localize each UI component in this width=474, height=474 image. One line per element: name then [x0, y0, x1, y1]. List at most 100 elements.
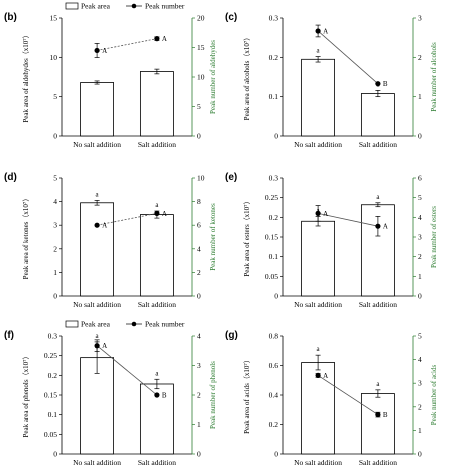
- point-sig-label: A: [162, 210, 167, 218]
- bar-sig-label: a: [155, 201, 159, 209]
- data-point: [375, 81, 381, 87]
- y2-tick-label: 4: [197, 244, 201, 253]
- y-tick-label: 0.4: [269, 391, 279, 400]
- legend-line-label: Peak number: [145, 320, 185, 329]
- data-point: [315, 28, 321, 34]
- bar: [360, 393, 395, 455]
- panel-f: (f) 0 0.05 0.1 0.15 0.2 0.25 0.3 0 1 2 3 4 No salt ad…: [4, 320, 217, 468]
- y-tick-label: 0.3: [269, 174, 279, 183]
- panel-d: (d) 0 1 2 3 4 5 0 2 4 6 8 10 No salt addition Salt add…: [4, 172, 217, 309]
- y-tick-label: 0.15: [265, 233, 278, 242]
- y-tick-label: 0.2: [269, 213, 279, 222]
- y2-tick-label: 20: [197, 14, 205, 23]
- y-tick-label: 0.25: [44, 351, 57, 360]
- panel-label: (g): [225, 330, 238, 341]
- x-tick-label: No salt addition: [294, 458, 342, 467]
- bar-sig-label: a: [376, 380, 380, 388]
- panel-b: (b) 0 5 10 15 0 5 10 15 20 No salt addition Salt ad…: [4, 2, 217, 150]
- y-tick-label: 0.1: [48, 410, 58, 419]
- y2-tick-label: 1: [418, 426, 422, 435]
- point-sig-label: B: [383, 411, 388, 419]
- point-sig-label: A: [323, 27, 328, 35]
- y-axis-label: Peak area of aldehydes（x10⁷）: [22, 31, 30, 122]
- data-point: [315, 372, 321, 379]
- y2-tick-label: 3: [418, 379, 422, 388]
- panel-label: (f): [4, 330, 14, 341]
- point-sig-label: A: [323, 210, 328, 218]
- y2-tick-label: 0: [418, 450, 422, 459]
- y-tick-label: 5: [53, 174, 57, 183]
- y2-tick-label: 10: [197, 174, 205, 183]
- series-line: [317, 30, 379, 84]
- series-line: [97, 213, 157, 226]
- legend-bar-label: Peak area: [81, 320, 111, 329]
- bar-sig-label: a: [376, 193, 380, 201]
- bar: [360, 93, 395, 137]
- y2-tick-label: 0: [418, 292, 422, 301]
- y-tick-label: 1: [53, 268, 57, 277]
- y-tick-label: 0.15: [44, 391, 57, 400]
- point-sig-label: A: [102, 222, 107, 230]
- y-tick-label: 15: [50, 14, 58, 23]
- y2-tick-label: 4: [418, 213, 422, 222]
- legend-line-marker: [131, 3, 137, 9]
- data-point: [154, 210, 160, 216]
- panel-c: (c) 0 0.1 0.2 0.3 0 1 2 3 No salt addition Salt ad…: [225, 12, 438, 149]
- x-tick-label: Salt addition: [359, 300, 397, 309]
- data-point: [154, 392, 160, 398]
- y2-tick-label: 1: [418, 92, 422, 101]
- y-tick-label: 0.25: [265, 193, 278, 202]
- series-line: [318, 213, 378, 227]
- panel-label: (c): [225, 12, 237, 23]
- y-tick-label: 0.2: [269, 420, 279, 429]
- panel-label: (d): [4, 172, 17, 183]
- y2-tick-label: 0: [197, 292, 201, 301]
- bar-sig-label: a: [96, 332, 100, 340]
- bar: [139, 214, 174, 297]
- bar: [80, 202, 114, 297]
- y2-tick-label: 5: [418, 193, 422, 202]
- x-tick-label: No salt addition: [294, 140, 342, 149]
- y2-tick-label: 6: [197, 221, 201, 230]
- y-tick-label: 0.3: [48, 332, 58, 341]
- y-tick-label: 0.8: [269, 332, 279, 341]
- y2-tick-label: 2: [418, 53, 422, 62]
- y-tick-label: 0.05: [265, 272, 278, 281]
- x-tick-label: No salt addition: [73, 300, 121, 309]
- y2-tick-label: 2: [197, 391, 201, 400]
- y-tick-label: 0.3: [269, 14, 279, 23]
- y2-tick-label: 10: [197, 73, 205, 82]
- point-sig-label: A: [162, 35, 167, 43]
- y-tick-label: 0.6: [269, 361, 279, 370]
- panel-label: (e): [225, 172, 237, 183]
- y-axis-label: Peak area of acids（x10⁷）: [243, 356, 251, 434]
- point-sig-label: B: [162, 392, 167, 400]
- data-point: [375, 223, 381, 229]
- y-tick-label: 10: [50, 53, 58, 62]
- y2-tick-label: 5: [418, 332, 422, 341]
- data-point: [94, 222, 100, 228]
- x-tick-label: No salt addition: [73, 140, 121, 149]
- y-tick-label: 0.2: [48, 371, 58, 380]
- y-tick-label: 0: [274, 292, 278, 301]
- y-tick-label: 3: [53, 221, 57, 230]
- legend-bar-swatch: [65, 2, 79, 10]
- panel-g: (g) 0 0.2 0.4 0.6 0.8 0 1 2 3 4 5 No salt addition Sa…: [225, 330, 438, 467]
- point-sig-label: A: [102, 342, 107, 350]
- data-point: [94, 343, 100, 349]
- y2-tick-label: 15: [197, 43, 205, 52]
- y2-tick-label: 1: [197, 420, 201, 429]
- bar-sig-label: a: [96, 190, 100, 198]
- x-tick-label: No salt addition: [73, 458, 121, 467]
- y2-axis-label: Peak number of acids: [430, 365, 438, 426]
- data-point: [94, 47, 100, 54]
- y2-tick-label: 3: [418, 233, 422, 242]
- y2-tick-label: 5: [197, 102, 201, 111]
- y2-tick-label: 3: [418, 14, 422, 23]
- legend-bar-swatch: [65, 320, 79, 328]
- y-tick-label: 0: [53, 132, 57, 141]
- y2-tick-label: 8: [197, 197, 201, 206]
- y-axis-label: Peak area of phenols（x10⁷）: [22, 352, 30, 437]
- y2-tick-label: 2: [418, 252, 422, 261]
- bar-sig-label: a: [317, 47, 321, 55]
